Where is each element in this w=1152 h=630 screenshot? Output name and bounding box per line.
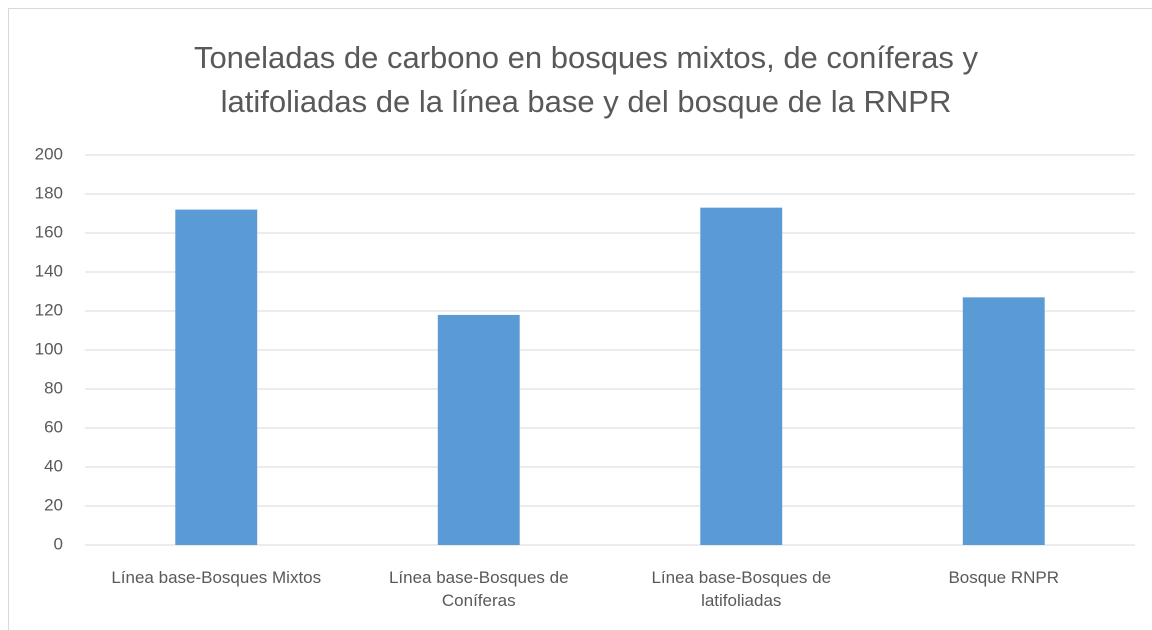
y-tick-label: 160 — [35, 222, 63, 241]
x-tick-label: Línea base-Bosques Mixtos — [111, 568, 322, 587]
y-tick-label: 20 — [44, 495, 63, 514]
y-tick-label: 60 — [44, 417, 63, 436]
chart-title: Toneladas de carbono en bosques mixtos, … — [193, 40, 979, 119]
y-tick-label: 140 — [35, 261, 63, 280]
bar — [962, 297, 1045, 545]
bar — [175, 209, 258, 545]
x-tick-label: Bosque RNPR — [948, 568, 1060, 587]
y-tick-label: 100 — [35, 339, 63, 358]
x-tick-label: Línea base-Bosques de Coníferas — [388, 568, 569, 610]
chart-border — [8, 8, 1152, 630]
bar — [700, 207, 783, 545]
y-tick-label: 200 — [35, 144, 63, 163]
y-tick-label: 120 — [35, 300, 63, 319]
y-tick-label: 180 — [35, 183, 63, 202]
y-tick-label: 40 — [44, 456, 63, 475]
y-tick-label: 0 — [54, 534, 63, 553]
y-tick-label: 80 — [44, 378, 63, 397]
x-tick-label: Línea base-Bosques de latifoliadas — [651, 568, 832, 610]
bar — [437, 314, 520, 545]
